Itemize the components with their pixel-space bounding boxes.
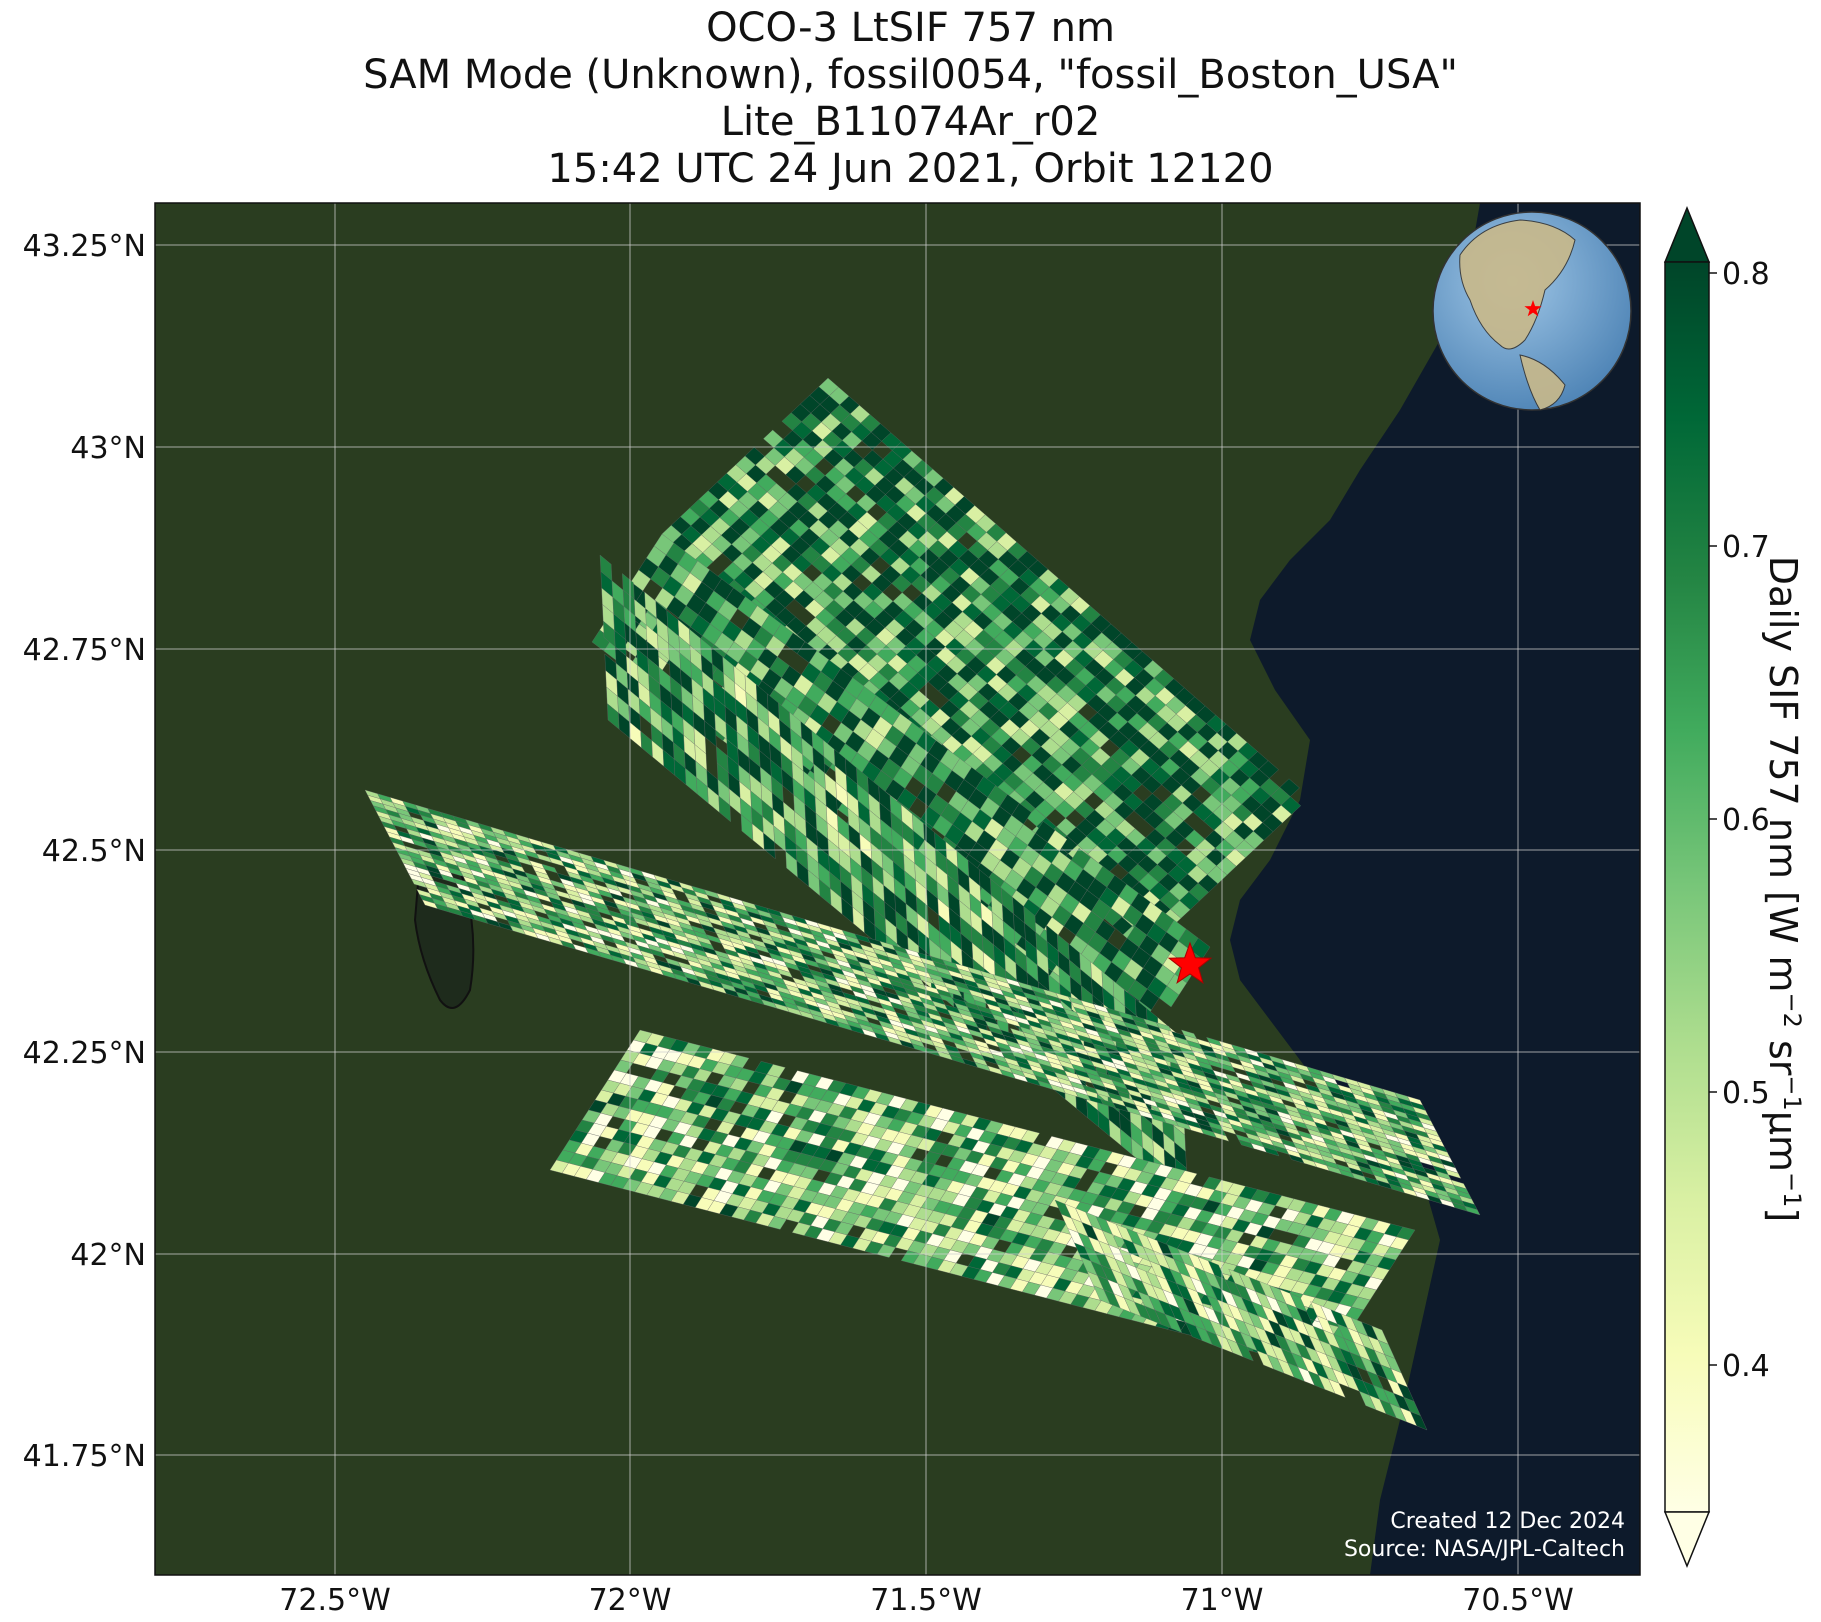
title-line-4: 15:42 UTC 24 Jun 2021, Orbit 12120 [547,146,1274,192]
swath-1 [661,377,1302,954]
lon-tick-label: 70.5°W [1462,1583,1573,1618]
credit-source: Source: NASA/JPL-Caltech [1344,1537,1625,1562]
title-line-3: Lite_B11074Ar_r02 [720,99,1101,145]
colorbar-ticks: 0.80.70.60.50.4 [1709,257,1770,1384]
lat-tick-label: 43.25°N [23,229,146,264]
lat-tick-label: 41.75°N [23,1439,146,1474]
colorbar-tick-label: 0.5 [1722,1076,1770,1111]
credit-created: Created 12 Dec 2024 [1390,1509,1625,1534]
lon-tick-label: 71.5°W [870,1583,981,1618]
lon-tick-label: 72.5°W [279,1583,390,1618]
ocean-area [1230,203,1640,1575]
lat-tick-label: 42.5°N [42,834,146,869]
colorbar-max-extension [1663,206,1711,263]
sif-swaths [364,377,1481,1431]
colorbar-label: Daily SIF 757 nm [W m−2 sr−1μm−1] [1761,556,1806,1222]
colorbar-tick-label: 0.8 [1722,257,1770,292]
sif-footprint [718,795,731,823]
colorbar-tick-label: 0.4 [1722,1349,1770,1384]
sif-footprint [1158,985,1180,1008]
map-area: Created 12 Dec 2024 Source: NASA/JPL-Cal… [155,203,1640,1575]
lat-tick-label: 42.25°N [23,1036,146,1071]
lon-tick-label: 71°W [1181,1583,1264,1618]
title-line-1: OCO-3 LtSIF 757 nm [706,5,1115,51]
title-line-2: SAM Mode (Unknown), fossil0054, "fossil_… [363,52,1458,98]
sif-footprint [763,832,776,860]
lat-tick-label: 42°N [70,1238,146,1273]
lat-tick-label: 43°N [70,431,146,466]
lon-tick-label: 72°W [589,1583,672,1618]
colorbar-min-extension [1663,1511,1711,1568]
colorbar: 0.80.70.60.50.4 Daily SIF 757 nm [W m−2 … [1663,206,1806,1568]
inset-globe [1432,211,1632,411]
lat-tick-label: 42.75°N [23,633,146,668]
colorbar-gradient [1664,261,1710,1513]
swath-4 [364,789,1481,1216]
